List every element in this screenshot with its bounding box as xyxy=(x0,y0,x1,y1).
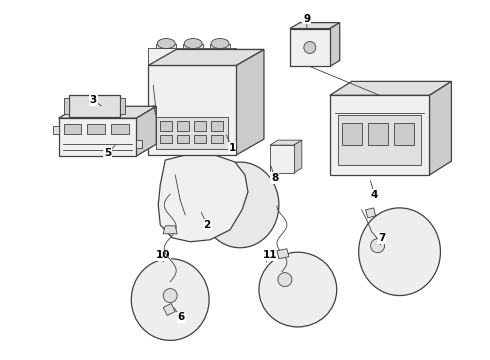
Polygon shape xyxy=(87,124,105,134)
Polygon shape xyxy=(194,121,206,131)
Text: 3: 3 xyxy=(90,95,97,105)
Polygon shape xyxy=(338,115,421,165)
Ellipse shape xyxy=(201,162,279,248)
Polygon shape xyxy=(148,66,236,155)
Polygon shape xyxy=(183,44,203,66)
Text: 11: 11 xyxy=(263,250,277,260)
Ellipse shape xyxy=(184,39,202,49)
Text: 7: 7 xyxy=(378,233,385,243)
Polygon shape xyxy=(210,44,230,66)
Polygon shape xyxy=(342,123,362,145)
Polygon shape xyxy=(330,23,340,67)
Ellipse shape xyxy=(259,252,337,327)
Polygon shape xyxy=(111,124,129,134)
Text: 6: 6 xyxy=(177,312,185,323)
Polygon shape xyxy=(160,121,172,131)
Polygon shape xyxy=(163,303,175,315)
Ellipse shape xyxy=(131,259,209,340)
Polygon shape xyxy=(294,140,302,173)
Polygon shape xyxy=(58,106,156,118)
Polygon shape xyxy=(121,98,125,114)
Polygon shape xyxy=(393,123,414,145)
Circle shape xyxy=(304,41,316,54)
Polygon shape xyxy=(277,249,289,259)
Polygon shape xyxy=(136,140,142,148)
Polygon shape xyxy=(136,106,156,156)
Text: 5: 5 xyxy=(104,148,111,158)
Text: 9: 9 xyxy=(303,14,310,24)
Polygon shape xyxy=(148,50,264,66)
Polygon shape xyxy=(211,135,223,143)
Polygon shape xyxy=(156,117,228,149)
Ellipse shape xyxy=(359,208,441,296)
Polygon shape xyxy=(160,135,172,143)
Text: 2: 2 xyxy=(203,220,211,230)
Circle shape xyxy=(370,239,385,253)
Polygon shape xyxy=(236,50,264,155)
Polygon shape xyxy=(211,121,223,131)
Polygon shape xyxy=(194,135,206,143)
Text: 4: 4 xyxy=(371,190,378,200)
Polygon shape xyxy=(330,81,451,95)
Polygon shape xyxy=(290,23,340,28)
Ellipse shape xyxy=(211,39,229,49)
Polygon shape xyxy=(158,155,248,242)
Polygon shape xyxy=(330,95,429,175)
Polygon shape xyxy=(177,135,189,143)
Circle shape xyxy=(278,273,292,287)
Polygon shape xyxy=(366,208,376,218)
Text: 10: 10 xyxy=(156,250,171,260)
Polygon shape xyxy=(148,48,236,66)
Polygon shape xyxy=(290,28,330,67)
Circle shape xyxy=(163,289,177,302)
Polygon shape xyxy=(270,145,294,173)
Text: 8: 8 xyxy=(271,173,278,183)
Polygon shape xyxy=(177,121,189,131)
Polygon shape xyxy=(69,95,121,117)
Polygon shape xyxy=(58,118,136,156)
Polygon shape xyxy=(52,126,58,134)
Text: 1: 1 xyxy=(228,143,236,153)
Polygon shape xyxy=(429,81,451,175)
Polygon shape xyxy=(148,50,264,66)
Polygon shape xyxy=(163,226,177,234)
Ellipse shape xyxy=(157,39,175,49)
Polygon shape xyxy=(368,123,388,145)
Polygon shape xyxy=(156,44,176,66)
Polygon shape xyxy=(64,124,81,134)
Polygon shape xyxy=(270,140,302,145)
Polygon shape xyxy=(64,98,69,114)
